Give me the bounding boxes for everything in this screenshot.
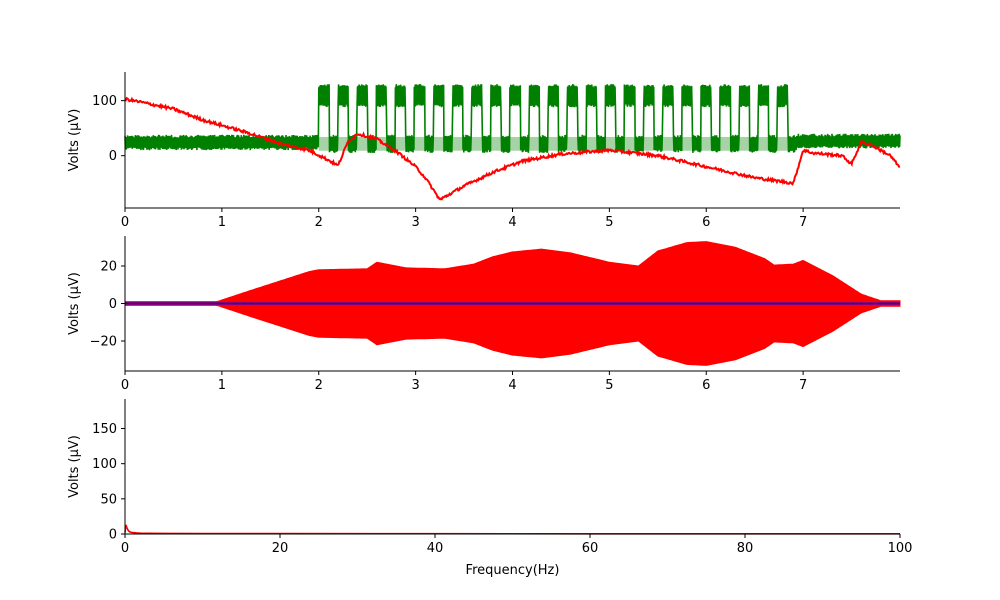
time-domain-x-tick-label: 7 bbox=[799, 215, 807, 230]
green-pulse-high bbox=[414, 85, 425, 106]
green-pulse-high bbox=[586, 85, 597, 106]
green-pulse-high bbox=[547, 85, 559, 106]
green-tail-band bbox=[796, 135, 900, 147]
green-pulse-high bbox=[490, 85, 502, 106]
time-domain-x-tick-label: 2 bbox=[315, 215, 323, 230]
envelope-x-tick-label: 7 bbox=[799, 378, 807, 393]
time-domain-y-ticks: 0 100 bbox=[92, 94, 125, 164]
green-pulse-low bbox=[318, 136, 797, 151]
envelope-x-tick-label: 0 bbox=[121, 378, 129, 393]
green-pulse-high bbox=[719, 85, 731, 106]
time-domain-y-axis-label: Volts (μV) bbox=[67, 109, 82, 172]
envelope-y-ticks: −20 0 20 bbox=[90, 260, 125, 350]
green-pulse-high bbox=[509, 85, 521, 106]
green-pulse-high bbox=[700, 85, 712, 106]
time-domain-x-tick-label: 3 bbox=[411, 215, 419, 230]
green-pulse-high bbox=[739, 85, 750, 106]
envelope-y-tick-label: −20 bbox=[90, 335, 117, 350]
envelope-x-tick-label: 5 bbox=[605, 378, 613, 393]
green-pulse-high bbox=[643, 85, 655, 106]
green-pulse-series-line bbox=[124, 84, 901, 153]
spectrum-x-axis-label: Frequency(Hz) bbox=[466, 563, 560, 578]
spectrum-y-tick-label: 0 bbox=[109, 528, 117, 543]
green-pulse-high bbox=[528, 85, 540, 106]
green-pulse-high bbox=[356, 85, 368, 106]
green-pulse-high bbox=[471, 85, 483, 106]
time-domain-x-ticks: 0 1 2 3 4 5 6 7 bbox=[121, 208, 807, 230]
spectrum-panel: 0 20 40 60 80 100 0 50 100 150 Volts (μV) Freque… bbox=[67, 399, 912, 578]
spectrum-x-tick-label: 80 bbox=[737, 541, 754, 556]
green-pulse-high bbox=[567, 85, 578, 106]
green-pulse-high bbox=[681, 85, 693, 106]
spectrum-x-tick-label: 0 bbox=[121, 541, 129, 556]
green-pulse-high bbox=[605, 85, 616, 106]
time-domain-x-tick-label: 0 bbox=[121, 215, 129, 230]
time-domain-y-tick-label: 100 bbox=[92, 94, 117, 109]
time-domain-x-tick-label: 5 bbox=[605, 215, 613, 230]
envelope-panel: 0 1 2 3 4 5 6 7 −20 0 20 Volts (μV) bbox=[67, 236, 901, 393]
spectrum-x-tick-label: 20 bbox=[272, 541, 289, 556]
envelope-x-tick-label: 6 bbox=[702, 378, 710, 393]
spectrum-x-tick-label: 40 bbox=[427, 541, 444, 556]
envelope-x-tick-label: 4 bbox=[508, 378, 516, 393]
green-pulse-blocks bbox=[125, 85, 900, 151]
spectrum-y-tick-label: 50 bbox=[100, 492, 117, 507]
green-pulse-high bbox=[624, 85, 635, 106]
envelope-x-ticks: 0 1 2 3 4 5 6 7 bbox=[121, 371, 807, 393]
spectrum-x-tick-label: 100 bbox=[888, 541, 913, 556]
green-pulse-high bbox=[758, 85, 769, 106]
green-baseline-band bbox=[125, 136, 319, 148]
spectrum-y-axis-label: Volts (μV) bbox=[67, 435, 82, 498]
green-pulse-high bbox=[337, 85, 349, 106]
green-pulse-high bbox=[376, 85, 387, 106]
time-domain-x-tick-label: 1 bbox=[218, 215, 226, 230]
envelope-y-axis-label: Volts (μV) bbox=[67, 272, 82, 335]
green-pulse-high bbox=[318, 85, 330, 106]
time-domain-x-tick-label: 4 bbox=[508, 215, 516, 230]
envelope-x-tick-label: 2 bbox=[315, 378, 323, 393]
spectrum-x-tick-label: 60 bbox=[582, 541, 599, 556]
green-pulse-high bbox=[452, 85, 463, 106]
green-pulse-high bbox=[395, 85, 406, 106]
time-domain-y-tick-label: 0 bbox=[109, 149, 117, 164]
time-domain-plot-area bbox=[124, 84, 901, 201]
envelope-plot-area bbox=[124, 241, 901, 366]
spectrum-y-ticks: 0 50 100 150 bbox=[92, 422, 125, 543]
green-pulse-high bbox=[777, 85, 788, 106]
envelope-y-tick-label: 20 bbox=[100, 260, 117, 275]
envelope-y-tick-label: 0 bbox=[109, 297, 117, 312]
time-domain-x-tick-label: 6 bbox=[702, 215, 710, 230]
envelope-x-tick-label: 3 bbox=[411, 378, 419, 393]
envelope-x-tick-label: 1 bbox=[218, 378, 226, 393]
spectrum-x-ticks: 0 20 40 60 80 100 bbox=[121, 534, 913, 556]
spectrum-y-tick-label: 100 bbox=[92, 457, 117, 472]
red-drift-series-line bbox=[124, 96, 901, 201]
green-pulse-high bbox=[433, 85, 444, 106]
green-pulse-high bbox=[662, 85, 674, 106]
time-domain-panel: 0 1 2 3 4 5 6 7 0 100 Volts (μV) bbox=[67, 72, 901, 230]
spectrum-y-tick-label: 150 bbox=[92, 422, 117, 437]
